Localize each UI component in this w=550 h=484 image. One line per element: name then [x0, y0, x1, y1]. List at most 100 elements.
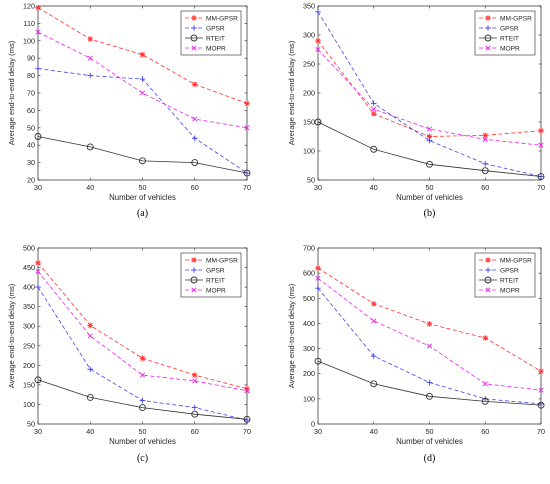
data-point — [244, 386, 250, 392]
data-point — [371, 106, 377, 112]
data-point — [244, 125, 250, 131]
y-tick-label: 200 — [303, 369, 315, 378]
data-point — [35, 65, 41, 72]
legend-marker — [485, 15, 491, 21]
data-point — [87, 72, 94, 79]
x-tick-label: 40 — [86, 183, 94, 192]
data-point — [314, 118, 322, 126]
x-tick-label: 40 — [370, 427, 378, 436]
data-point — [87, 366, 94, 373]
y-tick-label: 150 — [23, 380, 35, 389]
y-tick-label: 50 — [307, 176, 315, 185]
y-tick-label: 400 — [23, 283, 35, 292]
y-tick-label: 300 — [303, 344, 315, 353]
x-tick-label: 60 — [481, 427, 489, 436]
y-tick-label: 90 — [27, 54, 35, 63]
data-point — [139, 90, 146, 96]
data-point — [370, 353, 377, 359]
y-tick-label: 500 — [303, 294, 315, 303]
x-tick-label: 70 — [537, 427, 545, 436]
legend-marker — [190, 34, 198, 42]
series-line — [37, 271, 248, 392]
x-tick-label: 30 — [34, 183, 42, 192]
x-tick-label: 60 — [191, 183, 199, 192]
data-point — [191, 135, 198, 142]
y-tick-label: 300 — [303, 31, 315, 40]
data-point — [538, 368, 544, 374]
x-tick-label: 30 — [314, 183, 322, 192]
legend-marker — [191, 25, 197, 31]
data-point — [139, 76, 146, 82]
series-line — [37, 31, 248, 129]
legend-marker — [485, 267, 491, 273]
data-point — [370, 301, 377, 307]
x-tick-label: 50 — [426, 183, 434, 192]
data-point — [191, 159, 199, 167]
y-axis-label: Average end-to-end delay (ms) — [7, 40, 16, 145]
series-line — [37, 7, 248, 104]
legend-marker — [484, 34, 492, 42]
data-point — [371, 318, 377, 324]
data-point — [482, 381, 488, 387]
data-point — [315, 275, 321, 281]
y-tick-label: 120 — [23, 2, 35, 11]
data-point — [315, 285, 321, 292]
legend-label: MOPR — [206, 45, 226, 52]
x-axis-label: Number of vehicles — [396, 193, 463, 202]
data-point — [243, 415, 251, 423]
legend-label: RTEIT — [206, 277, 225, 284]
legend-label: RTEIT — [206, 35, 225, 42]
data-point — [244, 100, 250, 107]
data-point — [315, 265, 321, 271]
legend-box — [474, 252, 536, 298]
data-point — [35, 4, 41, 11]
legend-marker — [191, 45, 197, 51]
legend-label: MOPR — [500, 287, 520, 294]
y-tick-label: 250 — [303, 60, 315, 69]
data-point — [191, 404, 198, 411]
y-tick-label: 600 — [303, 269, 315, 278]
x-axis-label: Number of vehicles — [109, 193, 176, 202]
data-point — [87, 322, 94, 329]
legend-box — [180, 10, 242, 56]
data-point — [538, 127, 544, 134]
x-tick-label: 40 — [370, 183, 378, 192]
data-point — [315, 46, 321, 53]
data-point — [426, 379, 433, 386]
data-point — [426, 126, 433, 132]
y-tick-label: 150 — [303, 118, 315, 127]
y-tick-label: 200 — [303, 89, 315, 98]
data-point — [370, 100, 377, 107]
data-point — [35, 284, 41, 290]
y-tick-label: 50 — [27, 420, 35, 429]
data-point — [537, 401, 545, 409]
y-tick-label: 100 — [303, 147, 315, 156]
legend-label: RTEIT — [500, 35, 519, 42]
legend-marker — [191, 15, 197, 21]
data-point — [192, 116, 198, 122]
x-tick-label: 50 — [139, 427, 147, 436]
series-line — [317, 11, 542, 177]
y-tick-label: 350 — [303, 2, 315, 11]
x-tick-label: 40 — [86, 427, 94, 436]
y-tick-label: 700 — [303, 244, 315, 253]
series-line — [37, 379, 248, 420]
data-point — [244, 388, 250, 394]
legend-label: GPSR — [500, 25, 519, 32]
series-line — [317, 121, 542, 177]
legend-marker — [484, 276, 492, 284]
legend-label: MM-GPSR — [206, 257, 238, 264]
data-point — [537, 173, 545, 180]
y-tick-label: 20 — [27, 176, 35, 185]
data-point — [86, 143, 94, 151]
data-point — [34, 133, 42, 140]
x-tick-label: 50 — [426, 427, 434, 436]
series-line — [317, 360, 542, 406]
y-tick-label: 100 — [23, 400, 35, 409]
y-axis-label: Average end-to-end delay (ms) — [287, 40, 296, 145]
data-point — [139, 355, 146, 362]
legend-label: RTEIT — [500, 277, 519, 284]
legend: MM-GPSR GPSR RTEIT MOPR — [474, 10, 536, 56]
